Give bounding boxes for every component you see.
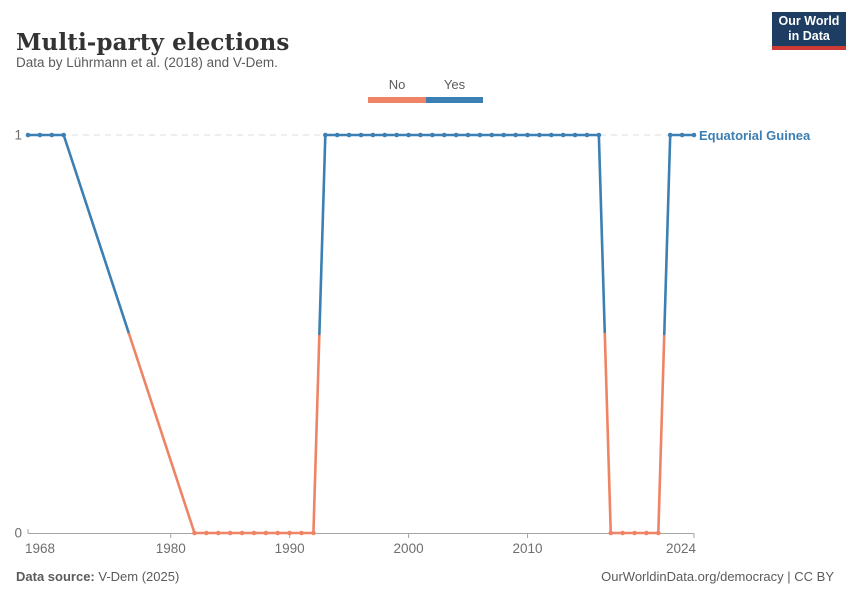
series-segment[interactable] — [603, 332, 613, 535]
data-point-dot[interactable] — [620, 530, 625, 536]
data-point-dot[interactable] — [572, 132, 578, 138]
data-point-dot[interactable] — [311, 530, 316, 536]
data-point-dot[interactable] — [263, 530, 269, 536]
data-point-dot[interactable] — [275, 530, 281, 536]
y-tick-label: 1 — [14, 128, 22, 143]
x-tick-label: 2024 — [666, 541, 697, 556]
data-point-dot[interactable] — [227, 530, 233, 536]
series-segment[interactable] — [657, 332, 666, 535]
data-point-dot[interactable] — [537, 132, 542, 138]
series-segment[interactable] — [662, 133, 672, 336]
data-point-dot[interactable] — [596, 132, 602, 138]
legend-label-yes[interactable]: Yes — [443, 77, 466, 92]
data-point-dot[interactable] — [287, 530, 292, 536]
page-subtitle: Data by Lührmann et al. (2018) and V-Dem… — [16, 55, 278, 70]
data-point-dot[interactable] — [513, 132, 518, 138]
legend-label-no[interactable]: No — [388, 77, 406, 92]
data-point-dot[interactable] — [370, 132, 376, 138]
data-point-dot[interactable] — [406, 132, 411, 138]
data-point-dot[interactable] — [61, 132, 66, 138]
x-tick-label: 1980 — [156, 541, 186, 556]
data-point-dot[interactable] — [346, 132, 352, 138]
data-point-dot[interactable] — [204, 530, 209, 536]
data-point-dot[interactable] — [691, 132, 697, 138]
data-point-dot[interactable] — [584, 132, 590, 138]
data-point-dot[interactable] — [37, 132, 43, 138]
data-point-dot[interactable] — [608, 530, 614, 536]
data-point-dot[interactable] — [418, 132, 423, 138]
data-point-dot[interactable] — [501, 132, 507, 138]
x-tick-label: 2000 — [394, 541, 424, 556]
data-point-dot[interactable] — [394, 132, 399, 138]
data-point-dot[interactable] — [49, 132, 55, 138]
data-point-dot[interactable] — [441, 132, 447, 138]
data-point-dot[interactable] — [430, 132, 435, 138]
data-point-dot[interactable] — [251, 530, 257, 536]
data-point-dot[interactable] — [489, 132, 495, 138]
owid-logo-text: Our World in Data — [778, 14, 840, 43]
data-point-dot[interactable] — [667, 132, 673, 138]
x-tick-label: 1968 — [25, 541, 55, 556]
data-point-dot[interactable] — [465, 132, 471, 138]
series-segment[interactable] — [597, 133, 607, 336]
page-title: Multi-party elections — [16, 29, 290, 57]
data-point-dot[interactable] — [382, 132, 388, 138]
data-point-dot[interactable] — [453, 132, 459, 138]
series-segment[interactable] — [318, 133, 327, 336]
footer-credit-link[interactable]: OurWorldinData.org/democracy | CC BY — [601, 569, 834, 584]
data-point-dot[interactable] — [299, 530, 304, 536]
data-point-dot[interactable] — [334, 132, 340, 138]
data-point-dot[interactable] — [323, 132, 328, 138]
data-point-dot[interactable] — [656, 530, 661, 536]
data-point-dot[interactable] — [477, 132, 483, 138]
data-source-label: Data source: — [16, 569, 95, 584]
series-segment[interactable] — [312, 332, 321, 535]
data-point-dot[interactable] — [560, 132, 566, 138]
x-tick-label: 1990 — [275, 541, 305, 556]
y-tick-label: 0 — [14, 526, 22, 541]
data-point-dot[interactable] — [358, 132, 364, 138]
owid-logo[interactable]: Our World in Data — [772, 12, 846, 50]
data-point-dot[interactable] — [525, 132, 530, 138]
series-segment[interactable] — [127, 332, 196, 535]
data-point-dot[interactable] — [548, 132, 554, 138]
footer-data-source: Data source: V-Dem (2025) — [16, 569, 179, 584]
legend-swatch-no[interactable] — [368, 97, 426, 103]
x-tick-label: 2010 — [512, 541, 542, 556]
legend-swatch-yes[interactable] — [426, 97, 483, 103]
entity-label[interactable]: Equatorial Guinea — [699, 128, 811, 143]
data-point-dot[interactable] — [239, 530, 245, 536]
data-point-dot[interactable] — [215, 530, 221, 536]
data-point-dot[interactable] — [25, 132, 31, 138]
series-segment[interactable] — [62, 133, 131, 336]
data-point-dot[interactable] — [632, 530, 637, 536]
data-source-value: V-Dem (2025) — [98, 569, 180, 584]
data-point-dot[interactable] — [679, 132, 685, 138]
data-point-dot[interactable] — [192, 530, 197, 536]
data-point-dot[interactable] — [644, 530, 649, 536]
